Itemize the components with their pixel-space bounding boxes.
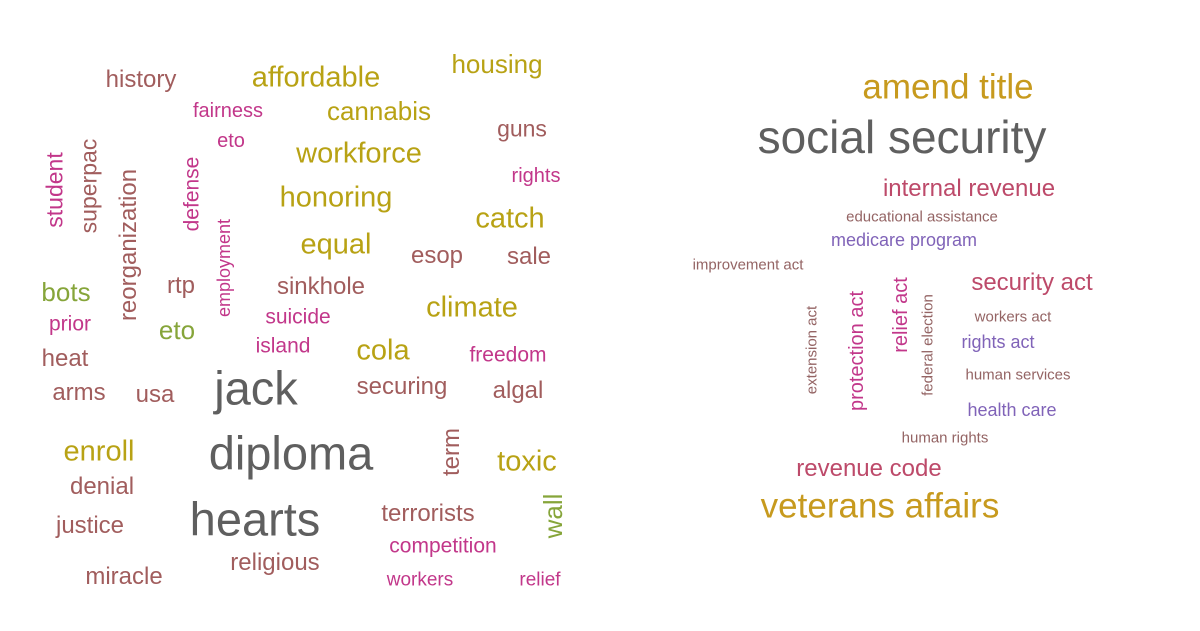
word-cola: cola xyxy=(356,334,410,367)
word-human-rights: human rights xyxy=(901,429,989,447)
word-climate: climate xyxy=(426,291,518,324)
word-rights-act: rights act xyxy=(961,332,1035,352)
word-heat: heat xyxy=(41,345,89,372)
word-extension-act: extension act xyxy=(803,305,821,395)
word-employment: employment xyxy=(214,218,234,318)
word-educational-assistance: educational assistance xyxy=(846,208,998,226)
word-diploma: diploma xyxy=(208,426,374,480)
word-term: term xyxy=(438,428,465,476)
word-relief-act: relief act xyxy=(890,277,912,353)
word-history: history xyxy=(105,66,177,93)
word-workers-act: workers act xyxy=(974,308,1052,326)
word-social-security: social security xyxy=(757,111,1047,163)
word-fairness: fairness xyxy=(192,100,264,122)
word-denial: denial xyxy=(69,473,135,500)
word-workers: workers xyxy=(386,569,454,591)
word-catch: catch xyxy=(475,202,545,235)
word-improvement-act: improvement act xyxy=(692,256,804,274)
word-reorganization: reorganization xyxy=(115,168,142,322)
word-honoring: honoring xyxy=(279,181,393,214)
word-federal-election: federal election xyxy=(919,294,937,396)
word-prior: prior xyxy=(48,312,92,336)
word-miracle: miracle xyxy=(85,563,163,590)
word-competition: competition xyxy=(389,534,497,558)
word-eto: eto xyxy=(217,130,245,152)
word-algal: algal xyxy=(492,377,544,404)
word-student: student xyxy=(41,152,68,228)
word-equal: equal xyxy=(300,228,372,261)
word-suicide: suicide xyxy=(265,305,331,329)
word-internal-revenue: internal revenue xyxy=(882,175,1056,202)
left-word-cloud: history affordable housing fairness cann… xyxy=(41,49,568,591)
word-securing: securing xyxy=(356,373,448,400)
word-hearts: hearts xyxy=(189,492,321,546)
word-esop: esop xyxy=(410,242,464,269)
word-amend-title: amend title xyxy=(862,67,1034,107)
word-island: island xyxy=(255,334,311,358)
word-rights: rights xyxy=(511,165,561,187)
word-protection-act: protection act xyxy=(846,290,868,412)
word-revenue-code: revenue code xyxy=(796,455,942,482)
word-housing: housing xyxy=(451,49,543,79)
word-medicare-program: medicare program xyxy=(830,230,978,250)
word-cannabis: cannabis xyxy=(326,96,432,126)
word-health-care: health care xyxy=(967,400,1057,420)
word-guns: guns xyxy=(497,115,547,142)
word-workforce: workforce xyxy=(296,137,422,170)
word-sale: sale xyxy=(506,243,552,270)
word-justice: justice xyxy=(55,512,125,539)
word-freedom: freedom xyxy=(469,343,547,367)
word-wall: wall xyxy=(538,493,568,539)
word-human-services: human services xyxy=(965,366,1071,384)
word-religious: religious xyxy=(230,549,320,576)
word-bots: bots xyxy=(41,277,91,307)
word-affordable: affordable xyxy=(251,61,381,94)
word-defense: defense xyxy=(180,156,204,232)
word-sinkhole: sinkhole xyxy=(276,273,366,300)
word-usa: usa xyxy=(135,381,175,408)
word-rtp: rtp xyxy=(166,272,196,299)
word-arms: arms xyxy=(52,379,106,406)
word-toxic: toxic xyxy=(497,445,557,478)
word-enroll: enroll xyxy=(63,435,135,468)
word-relief: relief xyxy=(519,569,561,591)
word-eto-2: eto xyxy=(158,315,196,345)
word-security-act: security act xyxy=(971,269,1093,296)
word-terrorists: terrorists xyxy=(381,500,475,527)
word-veterans-affairs: veterans affairs xyxy=(760,486,1000,526)
word-superpac: superpac xyxy=(75,138,102,234)
word-jack: jack xyxy=(214,361,298,415)
right-word-cloud: amend title social security internal rev… xyxy=(600,0,1200,631)
